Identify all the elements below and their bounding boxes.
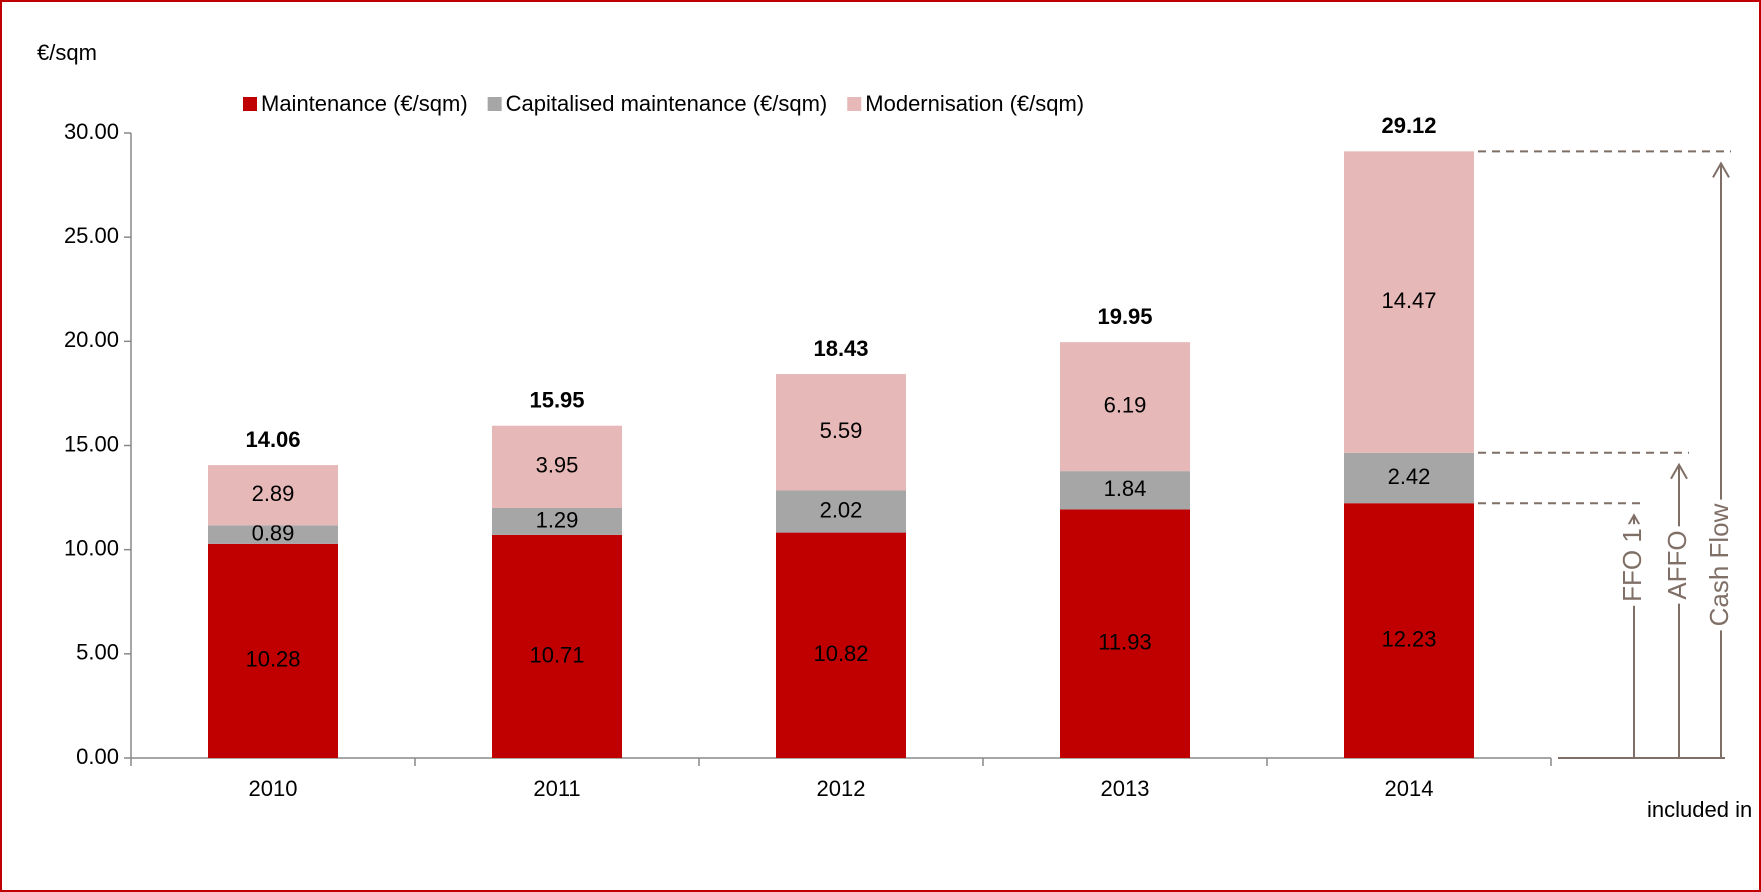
bar-segment [492,425,622,508]
annotation-label: AFFO [1662,530,1692,599]
data-label: 2.02 [820,497,863,522]
y-tick-label: 10.00 [64,535,119,560]
legend-label: Maintenance (€/sqm) [261,91,468,116]
total-label: 14.06 [245,427,300,452]
x-tick-label: 2012 [817,776,866,801]
data-label: 10.82 [813,641,868,666]
x-tick-label: 2011 [533,776,580,801]
annotation-arrowhead [1712,161,1730,178]
annotation-label: FFO 1 [1617,528,1647,602]
total-label: 18.43 [813,336,868,361]
data-label: 2.42 [1388,464,1431,489]
data-label: 11.93 [1098,630,1151,655]
data-label: 2.89 [252,481,295,506]
total-label: 19.95 [1097,304,1152,329]
legend-swatch [487,97,502,111]
annotation-gap [1665,526,1693,604]
bar-segment [1060,509,1190,758]
bar-segment [1344,452,1474,504]
y-tick-label: 15.00 [64,431,119,456]
annotation-gap [1620,524,1648,606]
bar-segment [1344,503,1474,758]
total-label: 15.95 [529,388,584,413]
y-tick-label: 0.00 [76,744,119,769]
y-tick-label: 20.00 [64,327,119,352]
data-label: 3.95 [536,453,579,478]
bar-segment [208,525,338,544]
data-label: 14.47 [1381,288,1436,313]
x-tick-label: 2010 [249,776,298,801]
x-tick-label: 2013 [1101,776,1150,801]
bar-segment [492,534,622,758]
annotation-gap [1707,499,1735,631]
bar-segment [776,490,906,533]
bar-segment [208,543,338,758]
annotation-label: Cash Flow [1704,503,1734,626]
data-label: 1.29 [536,507,579,532]
bar-segment [1060,471,1190,510]
total-label: 29.12 [1381,113,1436,138]
data-label: 1.84 [1104,476,1147,501]
bar-segment [776,532,906,758]
annotation-note: included in … [1647,797,1761,822]
x-tick-label: 2014 [1385,776,1434,801]
data-label: 10.71 [529,642,584,667]
y-tick-label: 25.00 [64,223,119,248]
y-axis-label: €/sqm [37,40,97,65]
legend-label: Modernisation (€/sqm) [865,91,1084,116]
data-label: 6.19 [1104,392,1147,417]
y-tick-label: 30.00 [64,119,119,144]
annotation-arrowhead [1670,462,1688,480]
y-tick-label: 5.00 [76,640,119,665]
data-label: 5.59 [820,418,863,443]
bar-segment [1344,151,1474,453]
bar-segment [1060,342,1190,472]
bar-segment [776,374,906,491]
bar-segment [492,508,622,535]
legend-swatch [847,97,862,111]
legend-swatch [243,97,257,111]
data-label: 12.23 [1381,626,1436,651]
data-label: 10.28 [245,647,300,672]
bar-segment [208,465,338,526]
legend-label: Capitalised maintenance (€/sqm) [506,91,828,116]
